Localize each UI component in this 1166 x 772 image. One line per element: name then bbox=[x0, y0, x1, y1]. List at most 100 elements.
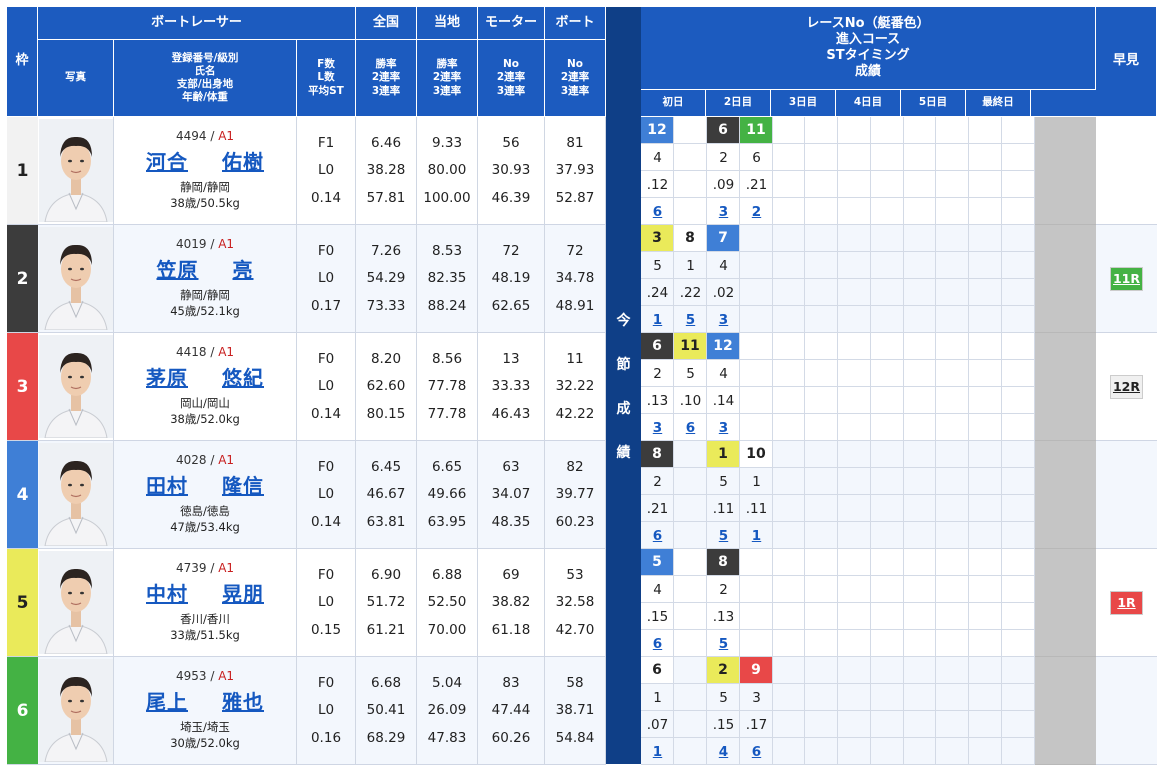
finish-rank-link[interactable]: 6 bbox=[652, 527, 663, 544]
result-cell bbox=[674, 603, 707, 630]
result-cell bbox=[936, 711, 969, 738]
touchi-cell: 8.56 77.78 77.78 bbox=[417, 333, 478, 440]
boat-cell: 53 32.58 42.70 bbox=[545, 549, 606, 656]
result-cell bbox=[904, 252, 936, 279]
result-cell bbox=[805, 738, 838, 765]
result-cell bbox=[773, 522, 805, 549]
racer-name-link[interactable]: 笠原 亮 bbox=[157, 254, 254, 283]
result-cell bbox=[936, 495, 969, 522]
touchi-cell: 6.88 52.50 70.00 bbox=[417, 549, 478, 656]
result-cell bbox=[936, 279, 969, 306]
results-grid: 12 4.12 6 6 2.09 3 11 6.21 2 3 5.24 1 8 1.22 5 7 4.02 3 6 2… bbox=[641, 117, 1101, 765]
result-cell bbox=[936, 198, 969, 225]
reg-class: 4953 / A1 bbox=[176, 669, 234, 683]
entry-course: 5 bbox=[653, 257, 662, 274]
finish-rank-link[interactable]: 1 bbox=[751, 527, 762, 544]
racer-name-link[interactable]: 尾上 雅也 bbox=[146, 686, 264, 715]
waku-number: 2 bbox=[7, 225, 38, 332]
boat-cell: 72 34.78 48.91 bbox=[545, 225, 606, 332]
header-rate-line: 2連率 bbox=[371, 71, 401, 84]
finish-rank-link[interactable]: 3 bbox=[718, 311, 729, 328]
result-cell bbox=[773, 738, 805, 765]
result-cell bbox=[740, 684, 773, 711]
racer-class: A1 bbox=[218, 453, 235, 468]
early-race-badge[interactable]: 12R bbox=[1109, 374, 1144, 399]
finish-rank-link[interactable]: 1 bbox=[652, 743, 663, 760]
zenkoku-cell: 6.90 51.72 61.21 bbox=[356, 549, 417, 656]
finish-rank-link[interactable]: 2 bbox=[751, 203, 762, 220]
stat-value: 6.46 bbox=[370, 134, 402, 151]
finish-rank-link[interactable]: 1 bbox=[652, 311, 663, 328]
result-cell bbox=[773, 603, 805, 630]
result-cell bbox=[969, 144, 1002, 171]
branch-origin: 静岡/静岡 bbox=[180, 288, 230, 303]
racer-given-name: 晃朋 bbox=[222, 582, 264, 607]
early-race-cell: 12R bbox=[1096, 333, 1157, 441]
racer-photo-image bbox=[38, 443, 113, 546]
finish-rank-link[interactable]: 3 bbox=[718, 419, 729, 436]
result-cell bbox=[969, 738, 1002, 765]
result-cell bbox=[773, 576, 805, 603]
stat-value: 46.39 bbox=[491, 190, 531, 207]
stat-value: 8.56 bbox=[431, 350, 463, 367]
finish-rank-link[interactable]: 5 bbox=[685, 311, 696, 328]
finish-rank-link[interactable]: 6 bbox=[751, 743, 762, 760]
header-motor: モーター bbox=[478, 7, 545, 40]
start-timing: .21 bbox=[745, 176, 768, 193]
result-cell bbox=[936, 171, 969, 198]
result-cell bbox=[904, 684, 936, 711]
racer-name-link[interactable]: 田村 隆信 bbox=[146, 470, 264, 499]
finish-rank-link[interactable]: 5 bbox=[718, 527, 729, 544]
header-fl-line: F数 bbox=[317, 58, 335, 71]
race-number-box: 5 bbox=[641, 549, 674, 576]
early-race-badge[interactable]: 1R bbox=[1110, 590, 1143, 615]
result-cell bbox=[838, 279, 871, 306]
stat-value: L0 bbox=[317, 378, 335, 395]
stat-value: 52.87 bbox=[555, 190, 595, 207]
result-cell bbox=[707, 603, 740, 630]
result-cell bbox=[936, 360, 969, 387]
early-race-badge[interactable]: 11R bbox=[1109, 266, 1144, 291]
result-cell bbox=[871, 144, 904, 171]
stat-value: 88.24 bbox=[427, 298, 467, 315]
result-cell bbox=[805, 198, 838, 225]
finish-rank-link[interactable]: 3 bbox=[652, 419, 663, 436]
age-weight: 30歳/52.0kg bbox=[170, 736, 240, 750]
result-cell bbox=[838, 603, 871, 630]
entry-course: 6 bbox=[752, 149, 761, 166]
header-info-line: 氏名 bbox=[194, 64, 216, 77]
result-cell bbox=[773, 495, 805, 522]
result-cell bbox=[969, 576, 1002, 603]
result-cell bbox=[805, 144, 838, 171]
motor-cell: 63 34.07 48.35 bbox=[478, 441, 545, 548]
racer-name-link[interactable]: 河合 佑樹 bbox=[146, 146, 264, 175]
day-header-2: 2日目 bbox=[706, 89, 771, 117]
finish-rank-link[interactable]: 6 bbox=[685, 419, 696, 436]
header-info-line: 年齢/体重 bbox=[182, 91, 228, 104]
stat-value: 77.78 bbox=[427, 378, 467, 395]
branch-origin: 岡山/岡山 bbox=[180, 396, 230, 411]
result-cell bbox=[969, 630, 1002, 657]
fl-st-cell: F0 L0 0.14 bbox=[297, 441, 356, 548]
result-cell bbox=[674, 549, 707, 576]
stat-value: 6.68 bbox=[370, 674, 402, 691]
racer-surname: 茅原 bbox=[146, 366, 188, 391]
finish-rank-link[interactable]: 6 bbox=[652, 635, 663, 652]
finish-rank-link[interactable]: 5 bbox=[718, 635, 729, 652]
result-cell bbox=[871, 603, 904, 630]
finish-rank-link[interactable]: 3 bbox=[718, 203, 729, 220]
result-cell bbox=[838, 225, 871, 252]
finish-rank-link[interactable]: 6 bbox=[652, 203, 663, 220]
stat-value: 30.93 bbox=[491, 162, 531, 179]
result-cell bbox=[1002, 603, 1035, 630]
stat-value: 63 bbox=[502, 458, 520, 475]
start-timing: .24 bbox=[646, 284, 669, 301]
result-cell bbox=[1002, 306, 1035, 333]
result-cell bbox=[904, 414, 936, 441]
racer-name-link[interactable]: 中村 晃朋 bbox=[146, 578, 264, 607]
result-cell bbox=[707, 252, 740, 279]
stat-value: 34.07 bbox=[491, 486, 531, 503]
result-cell bbox=[969, 279, 1002, 306]
racer-name-link[interactable]: 茅原 悠紀 bbox=[146, 362, 264, 391]
finish-rank-link[interactable]: 4 bbox=[718, 743, 729, 760]
